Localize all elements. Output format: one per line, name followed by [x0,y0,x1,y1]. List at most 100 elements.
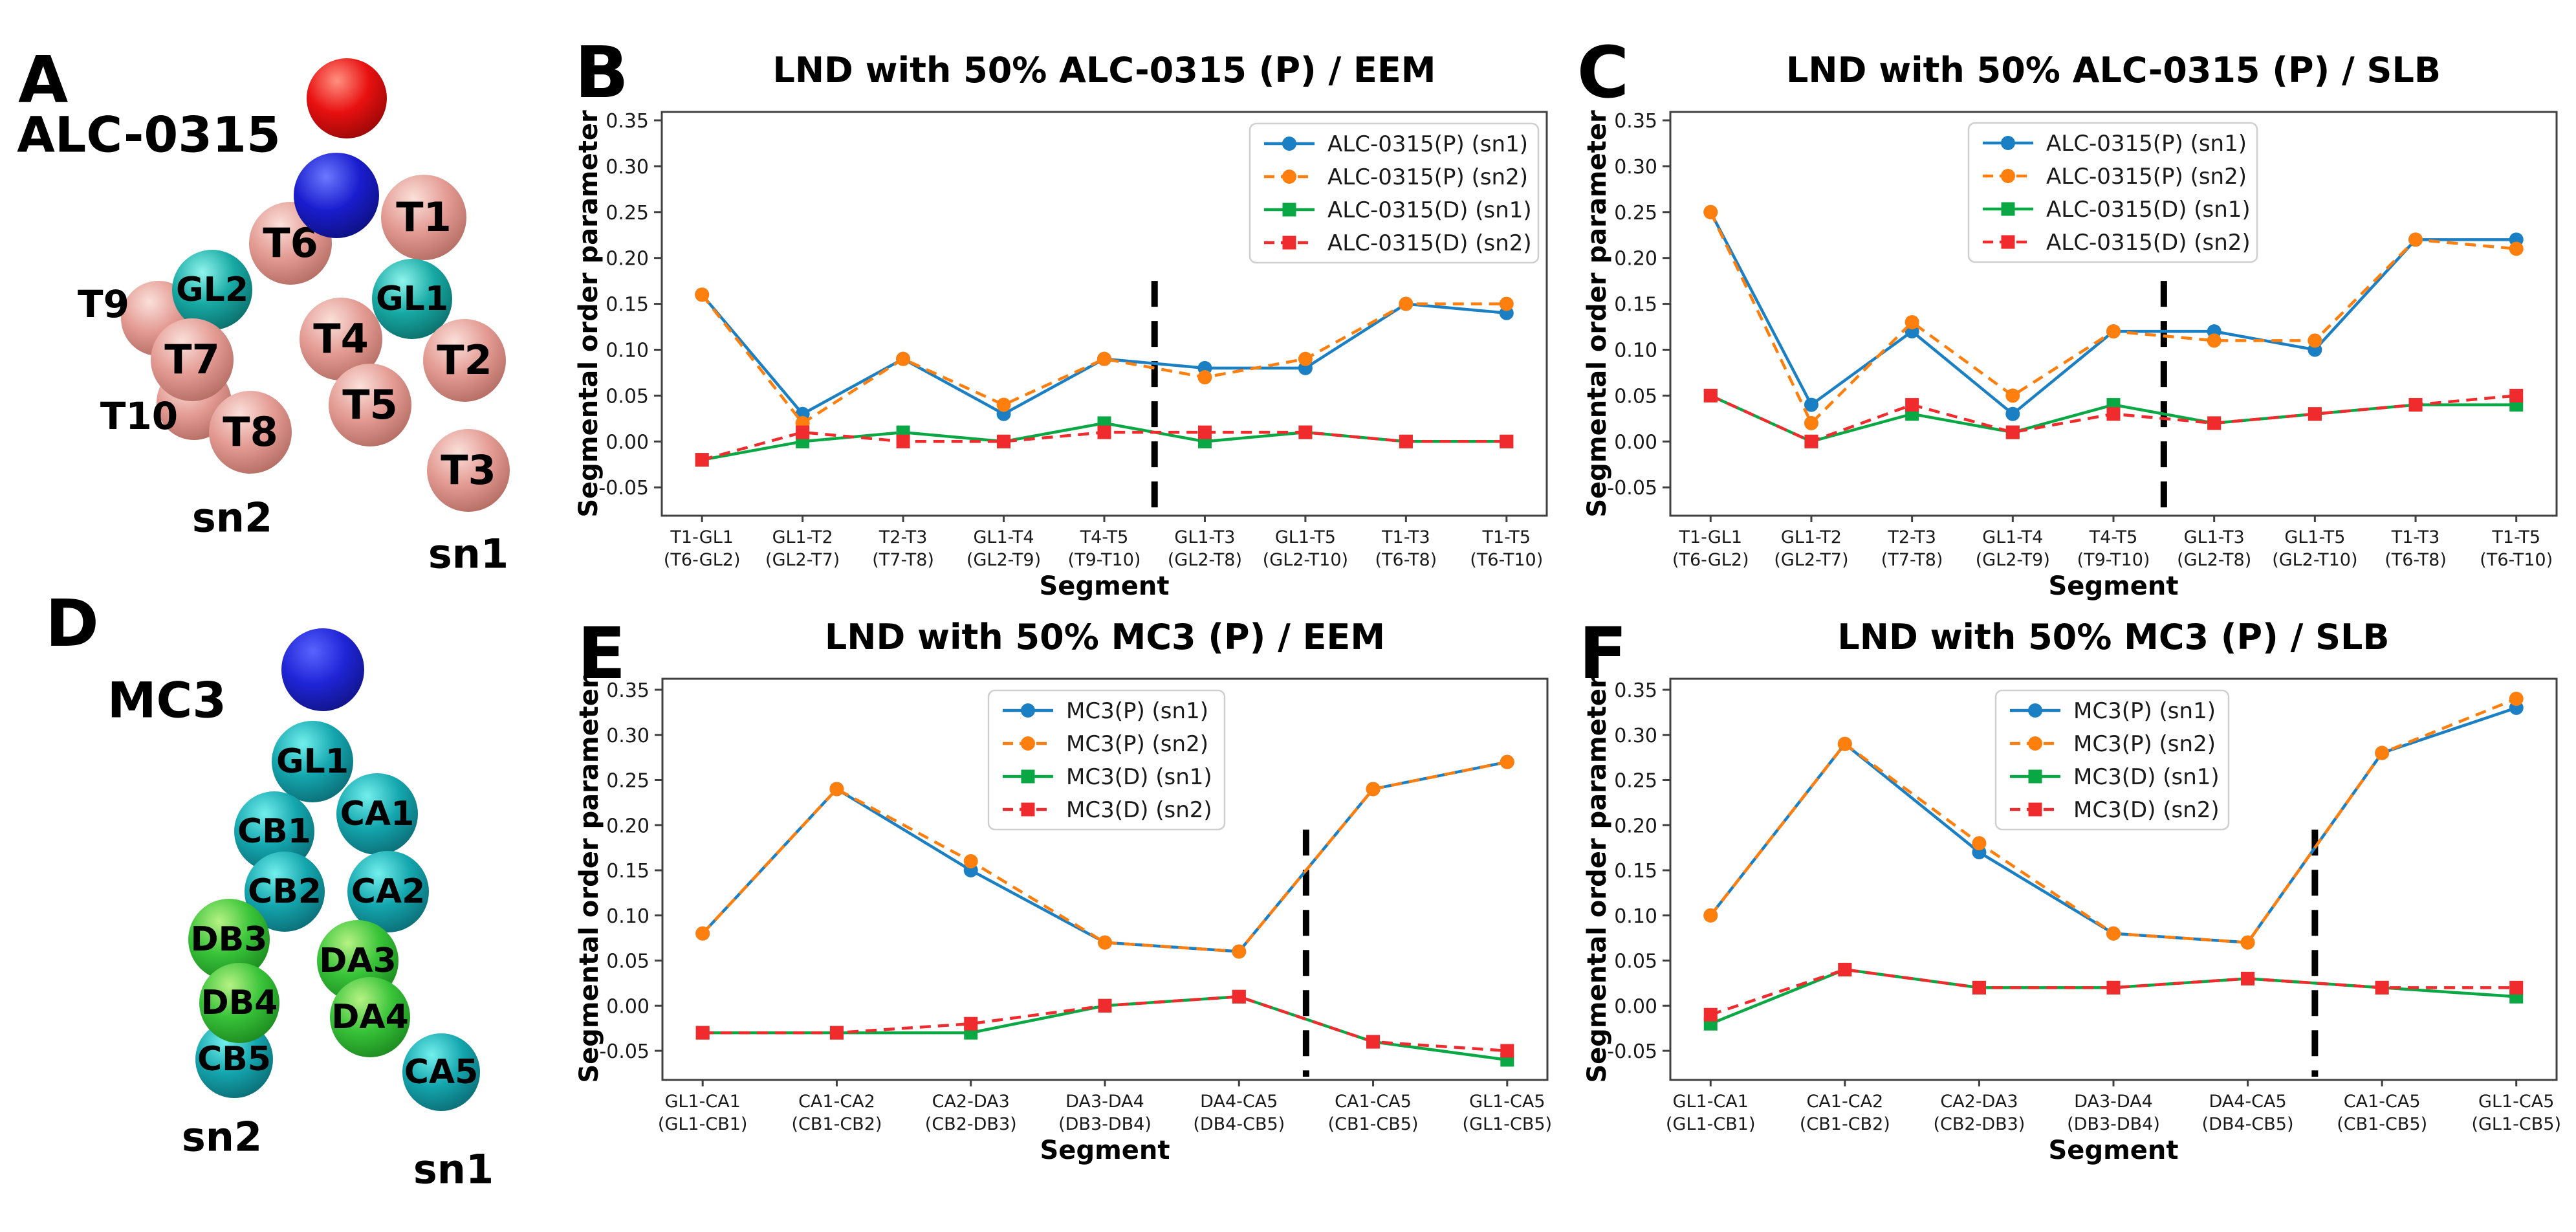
data-point-square [1298,425,1313,439]
x-tick-label-line1: T1-T5 [1482,527,1531,547]
bead-label: CA1 [340,795,415,833]
x-tick-label-line2: (GL2-T10) [1263,550,1348,570]
legend-marker-square [2001,202,2015,216]
x-tick-label-line2: (DB3-DB4) [1058,1114,1152,1134]
y-tick-label: 0.25 [1614,202,1657,225]
series-line [701,294,1507,425]
series-mc3-p-sn2- [695,754,1514,959]
x-tick-label-line2: (T6-T10) [2480,550,2553,570]
legend-label: MC3(P) (sn1) [1066,698,1208,724]
bead-label: T6 [263,219,318,267]
legend-marker-square [2001,235,2015,249]
y-tick-label: 0.35 [606,679,649,702]
x-tick-label-line2: (T6-T8) [2385,550,2447,570]
y-tick-label: 0.25 [1614,770,1657,793]
legend-label: ALC-0315(D) (sn2) [2046,230,2251,256]
bead-label: CA2 [351,872,426,911]
x-axis-label: Segment [1040,1136,1170,1165]
series-mc3-d-sn2- [1703,962,2524,1022]
x-tick-label-line1: GL1-T3 [2184,527,2245,547]
x-tick-label-line1: T1-T3 [2391,527,2440,547]
y-tick-label: 0.05 [1614,951,1657,973]
bead-alc0315-oxygen-bead [307,58,387,138]
bead-label: T8 [223,408,278,456]
y-tick-label: 0.00 [606,995,649,1018]
series-line [1710,968,2516,1026]
bead-label: T5 [342,381,398,428]
y-axis-label: Segmental order parameter [574,676,604,1083]
sn1-chain-label: sn1 [428,530,509,578]
data-point-square [997,434,1011,448]
legend-label: MC3(D) (sn2) [2073,797,2220,823]
data-point-circle [1098,935,1112,950]
x-tick-label-line1: T4-T5 [1080,527,1129,547]
x-tick-label-line2: (GL1-CB1) [658,1114,748,1134]
data-point-circle [695,926,710,941]
data-point-square [695,1026,710,1040]
sn2-chain-label: sn2 [181,1113,263,1161]
bead-label: GL1 [376,280,448,318]
chart-C: C LND with 50% ALC-0315 (P) / SLB 0.35 0.30… [1577,31,2558,601]
panel-letter-C: C [1577,31,1630,114]
y-tick-label: 0.00 [1614,431,1657,454]
data-point-circle [1804,397,1818,412]
data-point-square [2509,388,2524,402]
legend: ALC-0315(P) (sn1) ALC-0315(P) (sn2) ALC-03… [1967,122,2258,263]
legend-label: MC3(D) (sn2) [1066,797,1212,823]
legend-label: MC3(P) (sn2) [1066,731,1208,757]
y-tick-label: 0.05 [606,385,649,408]
data-point-circle [2308,333,2322,348]
x-tick-label-line2: (GL2-T9) [966,550,1041,570]
x-tick-label-line1: T1-T3 [1381,527,1430,547]
y-tick-label: 0.20 [1614,248,1657,270]
x-tick-label-line2: (CB1-CB5) [2337,1114,2427,1134]
x-tick-label-line2: (T7-T8) [872,550,934,570]
y-tick-label: 0.15 [606,294,649,316]
data-point-circle [996,397,1011,412]
molecule-name-label: MC3 [107,671,227,729]
legend-label: MC3(D) (sn1) [1066,764,1212,790]
data-point-square [1500,434,1514,448]
sn2-chain-label: sn2 [191,494,273,542]
data-point-square [1905,398,1919,412]
x-tick-label-line2: (GL2-T8) [1168,550,1242,570]
legend-box [1249,122,1540,264]
bead-label: DB3 [190,920,268,959]
y-axis-label: Segmental order parameter [1582,110,1612,518]
x-tick-label-line2: (GL1-CB5) [1463,1114,1553,1134]
y-tick-label: 0.30 [1614,156,1657,179]
data-point-circle [2106,324,2121,339]
panel-letter-B: B [574,31,629,114]
data-point-circle [2106,926,2121,941]
x-tick-label-line1: GL1-T2 [1781,527,1842,547]
bead-mc3-CA1-bead: CA1 [336,773,418,855]
x-tick-label-line2: (CB1-CB2) [1800,1114,1890,1134]
y-tick-label: 0.35 [1614,110,1657,133]
y-tick-label: -0.05 [599,1040,649,1063]
x-tick-label-line1: DA4-CA5 [2209,1092,2286,1112]
legend-box [1994,689,2230,831]
data-point-square [2005,425,2020,439]
y-tick-label: 0.30 [606,725,649,747]
data-point-circle [1500,754,1514,769]
x-tick-label-line2: (GL2-T8) [2177,550,2251,570]
data-point-square [964,1017,978,1031]
bead-mc3-GL1-bead: GL1 [272,721,353,802]
bead-alc0315-amine-bead [294,153,379,238]
y-tick-label: 0.15 [606,860,649,883]
legend-label: MC3(P) (sn2) [2073,731,2216,757]
chart-F: F LND with 50% MC3 (P) / SLB 0.35 0.30 0.25 0… [1578,612,2561,1165]
x-tick-label-line2: (T6-T10) [1470,550,1543,570]
bead-label: CB5 [197,1040,271,1079]
data-point-square [2375,980,2389,995]
x-tick-label-line2: (T6-T8) [1375,550,1437,570]
data-point-circle [1399,296,1414,311]
y-axis-label: Segmental order parameter [574,110,604,518]
data-point-square [2106,407,2121,421]
x-tick-label-line2: (DB4-CB5) [2202,1114,2294,1134]
x-tick-label-line1: GL1-T4 [1982,527,2043,547]
x-tick-label-line1: GL1-T3 [1174,527,1235,547]
data-point-circle [2005,406,2020,421]
bead-label: CA5 [404,1053,479,1092]
